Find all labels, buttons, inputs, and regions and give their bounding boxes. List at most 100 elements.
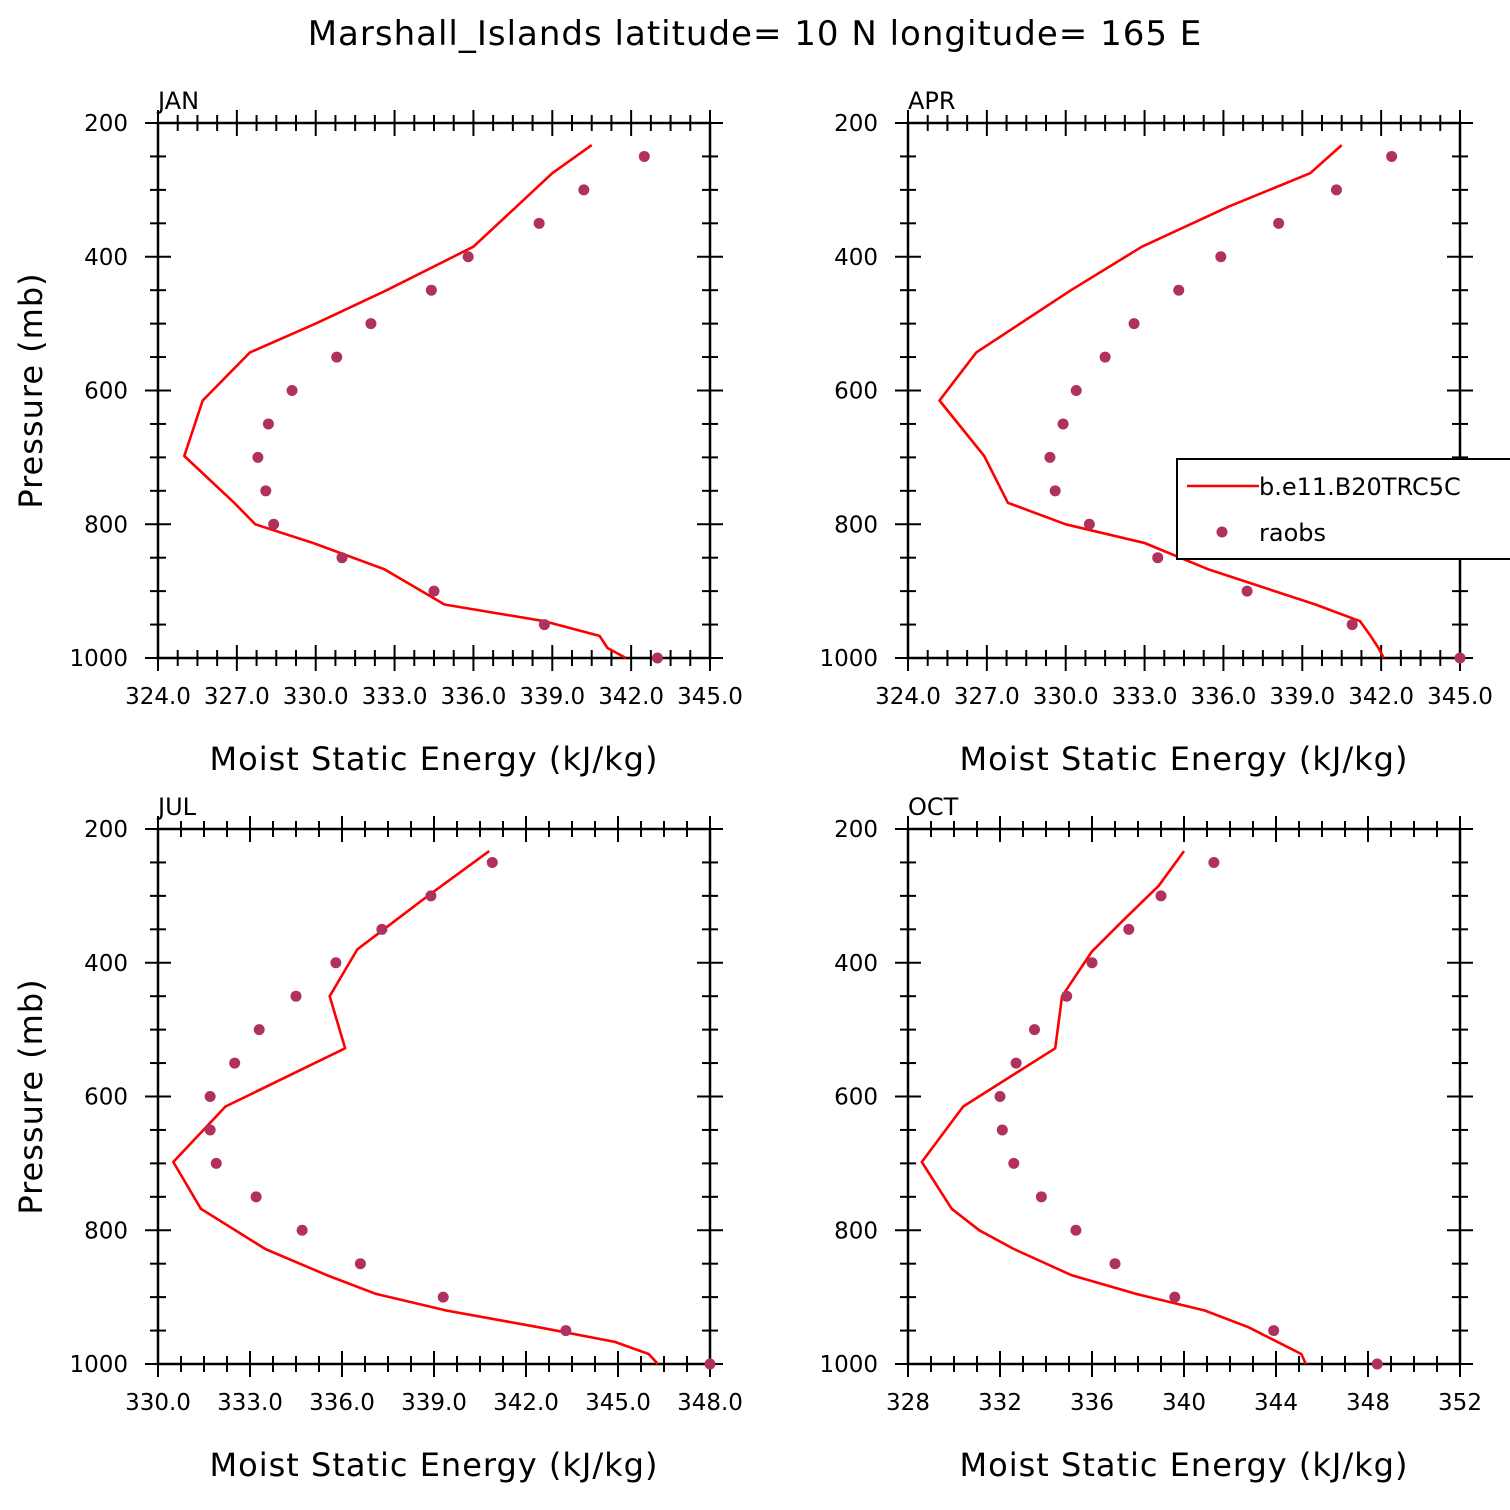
y-tick-label: 1000: [69, 1352, 128, 1378]
obs-point: [296, 1224, 308, 1236]
model-line-jul: [172, 850, 659, 1365]
x-tick-label: 324.0: [875, 684, 941, 710]
obs-point: [250, 1191, 262, 1203]
y-tick-label: 1000: [819, 646, 878, 672]
obs-point: [286, 385, 298, 396]
obs-point: [538, 619, 550, 631]
obs-point: [1057, 418, 1069, 430]
y-tick-label: 200: [834, 817, 878, 843]
x-tick-label: 339.0: [519, 684, 585, 710]
obs-point: [578, 184, 590, 196]
plot-frame: [156, 827, 712, 1366]
panel-apr: APR 200 400 600 800 1000 324.0 327.0 330.0 333.0 3…: [819, 87, 1510, 778]
obs-point: [1173, 284, 1185, 296]
obs-point: [462, 251, 474, 263]
x-tick-label: 327.0: [954, 684, 1020, 710]
y-tick-label: 800: [834, 512, 878, 538]
y-tick-label: 200: [84, 111, 128, 137]
x-tick-label: 324.0: [125, 684, 191, 710]
obs-point: [1035, 1191, 1047, 1203]
x-tick-label: 336.0: [309, 1390, 375, 1416]
y-tick-label: 600: [834, 379, 878, 405]
y-tick-label: 200: [84, 817, 128, 843]
model-line-jan: [183, 144, 627, 660]
obs-point: [204, 1091, 216, 1102]
plot-frame: [156, 121, 712, 660]
model-line-apr: [938, 144, 1385, 659]
x-axis-label: Moist Static Energy (kJ/kg): [210, 740, 659, 778]
obs-point: [560, 1325, 572, 1337]
y-tick-label: 600: [834, 1085, 878, 1111]
obs-point: [1099, 351, 1111, 363]
obs-point: [425, 284, 437, 296]
obs-point: [638, 150, 650, 162]
x-tick-label: 345.0: [677, 684, 743, 710]
panel-label-apr: APR: [908, 87, 956, 115]
x-tick-label: 352: [1438, 1390, 1482, 1416]
obs-point: [1044, 451, 1056, 463]
x-tick-label: 333.0: [362, 684, 428, 710]
panel-jan: JAN 200 400 600 800 1000 324.0 327.0 330.0 333.0 3…: [12, 87, 743, 778]
x-axis-label: Moist Static Energy (kJ/kg): [960, 1446, 1409, 1484]
x-tick-label: 330.0: [125, 1390, 191, 1416]
obs-point: [330, 957, 342, 969]
x-tick-label: 345.0: [585, 1390, 651, 1416]
obs-point: [1273, 217, 1285, 229]
model-line-oct: [920, 850, 1308, 1365]
obs-point: [1454, 652, 1466, 664]
obs-point: [1346, 619, 1358, 631]
obs-point: [425, 890, 437, 902]
obs-point: [204, 1124, 216, 1136]
y-tick-label: 200: [834, 111, 878, 137]
obs-point: [229, 1057, 241, 1069]
obs-point: [1109, 1258, 1121, 1270]
obs-point: [252, 451, 264, 463]
obs-point: [376, 923, 388, 935]
x-tick-label: 340: [1162, 1390, 1206, 1416]
x-tick-label: 345.0: [1427, 684, 1493, 710]
x-tick-label: 330.0: [283, 684, 349, 710]
obs-point: [331, 351, 343, 363]
x-tick-label: 330.0: [1033, 684, 1099, 710]
y-tick-label: 1000: [819, 1352, 878, 1378]
obs-point: [354, 1258, 366, 1270]
obs-point: [1029, 1024, 1040, 1036]
y-tick-label: 800: [84, 512, 128, 538]
plot-frame: [906, 827, 1462, 1366]
x-tick-label: 333.0: [217, 1390, 283, 1416]
x-tick-label: 333.0: [1112, 684, 1178, 710]
obs-point: [1083, 518, 1095, 530]
x-tick-label: 336.0: [440, 684, 506, 710]
obs-point: [210, 1157, 222, 1169]
y-tick-label: 400: [834, 951, 878, 977]
obs-point: [1152, 552, 1164, 564]
obs-point: [1049, 485, 1061, 497]
obs-point: [1169, 1291, 1181, 1303]
x-tick-label: 348.0: [677, 1390, 743, 1416]
y-tick-label: 800: [84, 1218, 128, 1244]
obs-point: [533, 217, 545, 229]
obs-point: [1155, 890, 1167, 902]
x-tick-label: 348: [1346, 1390, 1390, 1416]
y-tick-label: 400: [84, 245, 128, 271]
obs-point: [1330, 184, 1342, 196]
plot-frame: [906, 121, 1462, 660]
y-tick-label: 600: [84, 379, 128, 405]
obs-point: [704, 1358, 716, 1370]
obs-point: [268, 518, 280, 530]
obs-point: [365, 318, 377, 330]
y-axis-label: Pressure (mb): [12, 978, 50, 1214]
legend: b.e11.B20TRC5C raobs: [1176, 458, 1510, 560]
x-tick-label: 342.0: [1348, 684, 1414, 710]
obs-point: [1386, 150, 1398, 162]
obs-point: [1268, 1325, 1280, 1337]
x-tick-label: 339.0: [401, 1390, 467, 1416]
obs-point: [1070, 1224, 1082, 1236]
x-tick-label: 336.0: [1190, 684, 1256, 710]
obs-point: [1010, 1057, 1022, 1069]
x-axis-label: Moist Static Energy (kJ/kg): [210, 1446, 659, 1484]
x-tick-label: 342.0: [493, 1390, 559, 1416]
obs-point: [1008, 1157, 1020, 1169]
obs-point: [262, 418, 274, 430]
y-axis-label: Pressure (mb): [12, 272, 50, 508]
